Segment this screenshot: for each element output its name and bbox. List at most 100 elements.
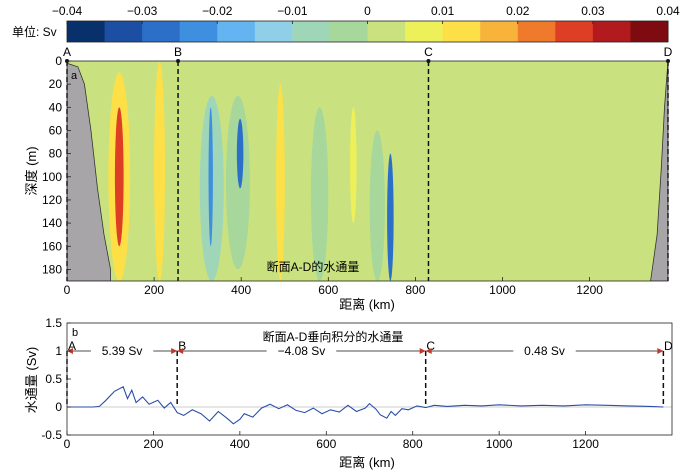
- y-tick-label: 20: [49, 77, 63, 91]
- colorbar-cell: [517, 21, 556, 42]
- segment-total-label: 5.39 Sv: [102, 344, 143, 358]
- arrow-head: [657, 348, 664, 354]
- arrow-head: [171, 348, 178, 354]
- arrow-head: [425, 348, 432, 354]
- colorbar-tick-label: −0.04: [52, 4, 83, 18]
- x-tick-label: 1200: [572, 437, 599, 451]
- section-label: B: [178, 339, 186, 353]
- heatmap-cell: [225, 95, 250, 270]
- panel-b: A B C D 5.39 Sv −4.08 Sv 0.48 Sv 0 200 400 600 800…: [24, 316, 673, 470]
- x-tick-label: 400: [230, 437, 250, 451]
- heatmap-cell: [236, 118, 244, 189]
- heatmap-background: [67, 61, 668, 281]
- colorbar-cell: [367, 21, 406, 42]
- x-tick-label: 400: [231, 283, 251, 297]
- flux-series-b: [67, 386, 664, 425]
- colorbar-tick-label: 0.03: [581, 4, 605, 18]
- segment-total-label: −4.08 Sv: [278, 344, 326, 358]
- y-tick-label: 1.5: [45, 316, 62, 330]
- colorbar-tick-label: 0: [364, 4, 371, 18]
- colorbar-cell: [104, 21, 143, 42]
- colorbar-cell: [630, 21, 669, 42]
- colorbar-cell: [254, 21, 293, 42]
- heatmap-cell: [369, 130, 385, 281]
- colorbar-tick-label: 0.04: [656, 4, 680, 18]
- colorbar-cell: [592, 21, 631, 42]
- colorbar-cell: [555, 21, 594, 42]
- section-label: A: [63, 45, 71, 59]
- series-line: [67, 386, 664, 425]
- colorbar-ticks: −0.04 −0.03 −0.02 −0.01 0 0.01 0.02 0.03 0.04: [52, 4, 680, 24]
- colorbar-cell: [292, 21, 331, 42]
- x-axis-label-b: 距离 (km): [339, 455, 395, 470]
- y-tick-label: 180: [42, 262, 62, 276]
- plot-frame-a: [66, 60, 669, 282]
- x-axis-ticks-a: 0 200 400 600 800 1000 1200: [64, 277, 603, 297]
- x-tick-label: 200: [144, 283, 164, 297]
- colorbar-cell: [142, 21, 181, 42]
- heatmap-cell: [310, 107, 329, 281]
- x-tick-label: 600: [316, 437, 336, 451]
- heatmap-cell: [350, 107, 357, 224]
- y-tick-label: 0: [55, 400, 62, 414]
- x-tick-label: 600: [318, 283, 338, 297]
- y-tick-label: 40: [49, 100, 63, 114]
- heatmap-cell: [114, 107, 124, 247]
- colorbar-cell: [480, 21, 519, 42]
- colorbar-cell: [67, 21, 106, 42]
- colorbar-cell: [217, 21, 256, 42]
- heatmap-cell: [387, 153, 394, 281]
- section-markers-b: A B C D 5.39 Sv −4.08 Sv 0.48 Sv: [66, 339, 673, 407]
- x-tick-label: 1000: [486, 437, 513, 451]
- x-axis-ticks-b: 0 200 400 600 800 1000 1200: [64, 431, 599, 451]
- y-tick-label: 160: [42, 239, 62, 253]
- y-tick-label: 80: [49, 147, 63, 161]
- x-axis-label-a: 距离 (km): [339, 297, 395, 312]
- section-label: D: [664, 45, 673, 59]
- x-tick-label: 800: [405, 283, 425, 297]
- colorbar-tick-label: 0.02: [506, 4, 530, 18]
- y-axis-label-b: 水通量 (Sv): [24, 347, 39, 413]
- section-label: D: [664, 339, 673, 353]
- y-axis-ticks-a: 0 20 40 60 80 100 120 140 160 180: [42, 54, 71, 276]
- segment-total-label: 0.48 Sv: [524, 344, 565, 358]
- x-tick-label: 0: [64, 437, 71, 451]
- colorbar-cell: [405, 21, 444, 42]
- x-tick-label: 1000: [489, 283, 516, 297]
- panel-a: A B C D 0 200 400 600 800 1000 1200 0 20 40 60 80 100 1…: [24, 45, 673, 312]
- y-tick-label: 140: [42, 216, 62, 230]
- colorbar-cell: [442, 21, 481, 42]
- chart-title-b: 断面A-D垂向积分的水通量: [263, 329, 404, 344]
- y-tick-label: 100: [42, 170, 62, 184]
- y-tick-label: 120: [42, 193, 62, 207]
- colorbar-tick-label: −0.01: [277, 4, 308, 18]
- heatmap-cell: [154, 61, 165, 281]
- colorbar-cell: [329, 21, 368, 42]
- colorbar-label: 单位: Sv: [12, 24, 57, 39]
- y-tick-label: 60: [49, 123, 63, 137]
- section-label: A: [68, 339, 76, 353]
- y-tick-label: -0.5: [41, 428, 62, 442]
- colorbar-tick-label: −0.02: [202, 4, 233, 18]
- x-tick-label: 800: [403, 437, 423, 451]
- arrow-head: [177, 348, 184, 354]
- y-tick-label: 0: [55, 54, 62, 68]
- colorbar-cells: [67, 21, 669, 42]
- section-label: B: [174, 45, 182, 59]
- x-tick-label: 200: [143, 437, 163, 451]
- bathymetry: [67, 61, 668, 281]
- y-tick-label: 1: [55, 344, 62, 358]
- heatmap-cell: [208, 107, 213, 247]
- y-tick-label: 0.5: [45, 372, 62, 386]
- panel-label-b: b: [72, 327, 78, 339]
- y-axis-label-a: 深度 (m): [24, 146, 39, 195]
- heatmap-cell: [276, 84, 285, 281]
- x-tick-label: 0: [64, 283, 71, 297]
- panel-label-a: a: [71, 70, 78, 82]
- x-tick-label: 1200: [576, 283, 603, 297]
- y-axis-ticks-b: -0.5 0 0.5 1 1.5: [41, 316, 71, 442]
- section-label: C: [426, 339, 435, 353]
- section-label: C: [424, 45, 433, 59]
- heatmap-features: [108, 61, 394, 281]
